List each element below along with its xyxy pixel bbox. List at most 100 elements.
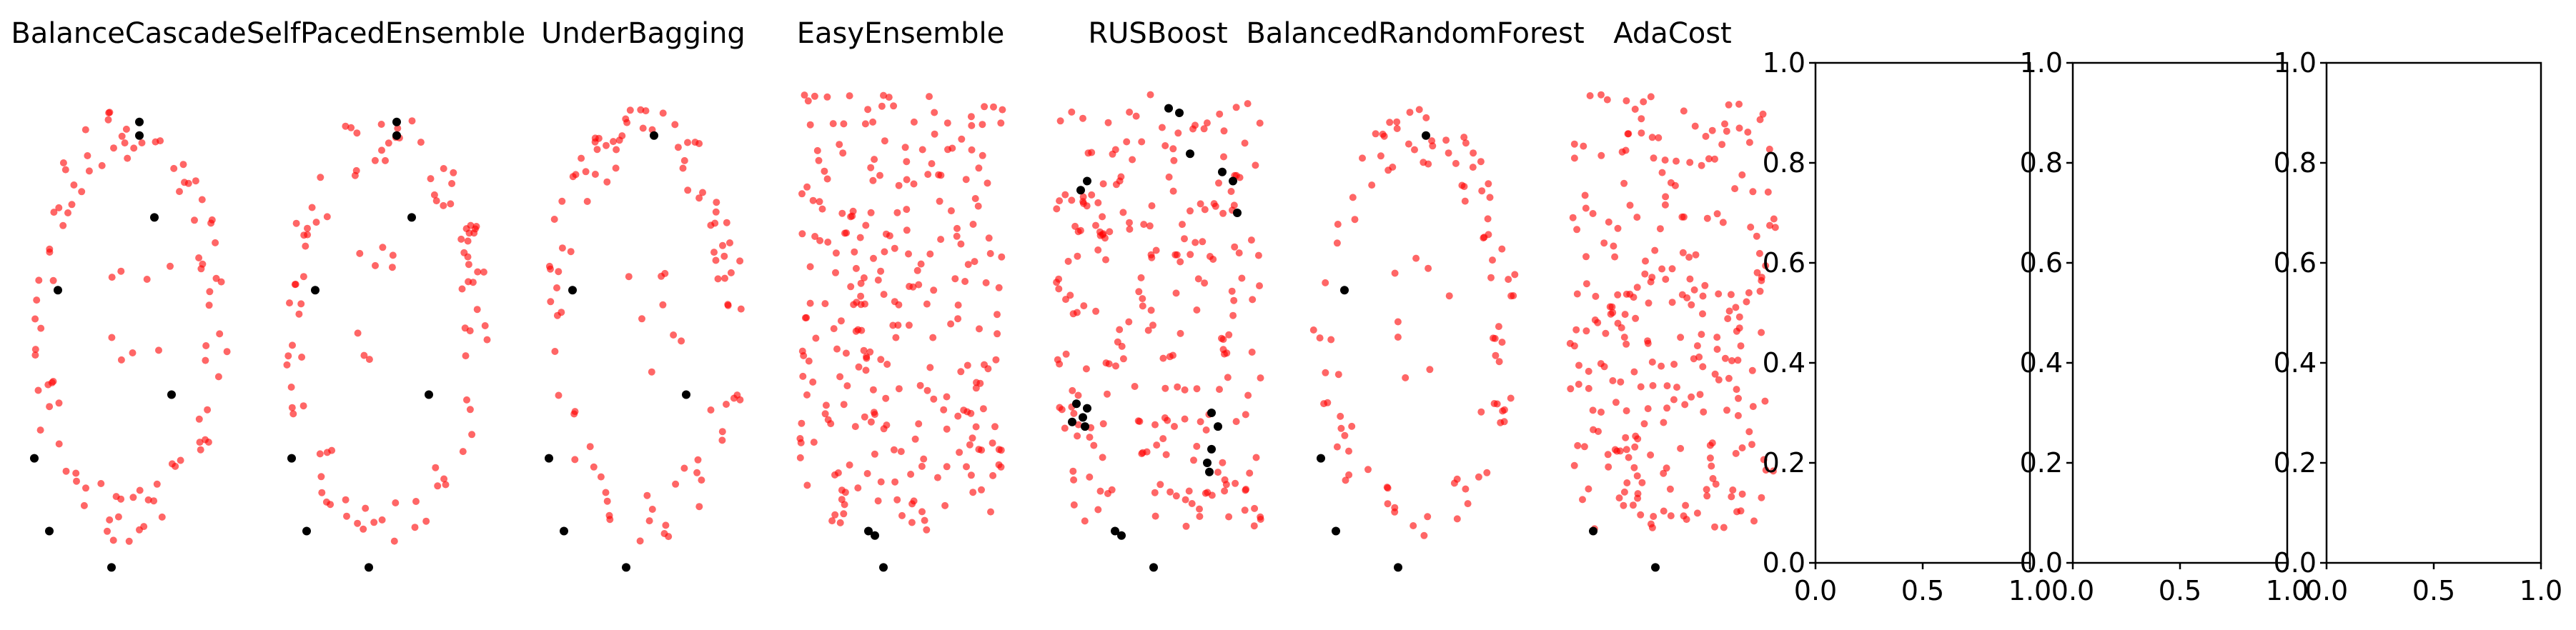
y-tick-label: 0.4	[1763, 347, 1805, 379]
majority-point	[1604, 451, 1612, 459]
majority-point	[798, 230, 806, 238]
majority-point	[838, 209, 846, 217]
x-tick-label: 0.5	[1901, 575, 1944, 606]
majority-point	[389, 251, 397, 259]
minority-point	[879, 563, 888, 572]
x-tick-label: 0.0	[2051, 575, 2094, 606]
minority-point	[392, 117, 401, 126]
majority-point	[886, 232, 893, 240]
majority-point	[143, 276, 151, 283]
majority-point	[918, 146, 926, 154]
majority-point	[1462, 485, 1470, 493]
majority-point	[1605, 463, 1613, 471]
majority-point	[191, 216, 198, 224]
minority-point	[150, 213, 159, 222]
majority-point	[972, 423, 980, 431]
majority-point	[1670, 396, 1678, 404]
majority-point	[351, 171, 359, 179]
majority-point	[610, 138, 617, 146]
majority-point	[104, 527, 111, 535]
majority-point	[198, 196, 206, 204]
majority-point	[167, 262, 174, 270]
majority-point	[809, 196, 817, 204]
majority-point	[898, 511, 906, 519]
majority-point	[1597, 91, 1605, 99]
majority-point	[1595, 428, 1602, 435]
majority-point	[1725, 374, 1733, 382]
majority-point	[810, 439, 818, 446]
majority-point	[1582, 280, 1590, 288]
majority-point	[806, 121, 814, 129]
majority-point	[1187, 207, 1194, 215]
majority-point	[1700, 408, 1708, 416]
majority-point	[1074, 421, 1082, 429]
majority-point	[323, 213, 331, 221]
majority-point	[867, 418, 875, 426]
majority-point	[684, 186, 692, 194]
majority-point	[803, 391, 811, 399]
majority-point	[1623, 446, 1630, 454]
majority-point	[920, 455, 928, 463]
majority-point	[35, 276, 43, 284]
majority-point	[1597, 151, 1605, 159]
majority-point	[926, 364, 934, 371]
majority-point	[1725, 307, 1733, 315]
majority-point	[991, 423, 999, 431]
majority-point	[798, 190, 806, 198]
majority-point	[837, 317, 845, 325]
majority-point	[1114, 338, 1121, 346]
x-tick-label: 1.0	[2008, 575, 2051, 606]
majority-point	[106, 516, 114, 524]
majority-point	[412, 498, 420, 505]
majority-point	[1351, 216, 1359, 224]
x-tick-label: 0.0	[2305, 575, 2348, 606]
majority-point	[1658, 169, 1666, 176]
majority-point	[1749, 403, 1757, 411]
majority-point	[891, 298, 898, 306]
majority-point	[1196, 513, 1204, 520]
majority-point	[602, 489, 610, 496]
minority-point	[1076, 186, 1085, 195]
majority-point	[968, 121, 976, 129]
majority-point	[1723, 127, 1730, 135]
majority-point	[1136, 418, 1144, 425]
majority-point	[206, 288, 214, 296]
majority-point	[994, 311, 1001, 319]
majority-point	[828, 517, 836, 525]
majority-point	[659, 109, 667, 117]
majority-point	[1744, 129, 1752, 136]
majority-point	[1725, 101, 1733, 109]
majority-point	[317, 473, 325, 481]
majority-point	[1327, 336, 1335, 344]
majority-point	[411, 524, 419, 531]
majority-point	[885, 94, 893, 101]
majority-point	[915, 420, 923, 428]
majority-point	[172, 462, 179, 470]
majority-point	[903, 226, 911, 234]
majority-point	[1247, 236, 1255, 244]
majority-point	[1070, 409, 1078, 417]
majority-point	[558, 244, 566, 252]
majority-point	[553, 284, 560, 291]
majority-point	[890, 102, 898, 110]
majority-point	[440, 475, 448, 483]
majority-point	[459, 448, 467, 456]
majority-point	[816, 198, 823, 206]
majority-point	[1391, 504, 1399, 511]
majority-point	[1620, 501, 1628, 509]
majority-point	[1748, 441, 1755, 449]
majority-point	[129, 349, 137, 356]
majority-point	[1058, 406, 1066, 414]
majority-point	[969, 434, 976, 442]
majority-point	[1663, 464, 1670, 472]
majority-point	[870, 254, 877, 262]
majority-point	[1460, 183, 1468, 191]
majority-point	[1101, 234, 1109, 242]
majority-point	[931, 109, 938, 116]
y-tick-label: 0.6	[1763, 247, 1805, 279]
majority-point	[874, 276, 882, 284]
majority-point	[1082, 365, 1090, 373]
majority-point	[1582, 204, 1590, 212]
majority-point	[1728, 357, 1735, 364]
majority-point	[130, 144, 138, 152]
